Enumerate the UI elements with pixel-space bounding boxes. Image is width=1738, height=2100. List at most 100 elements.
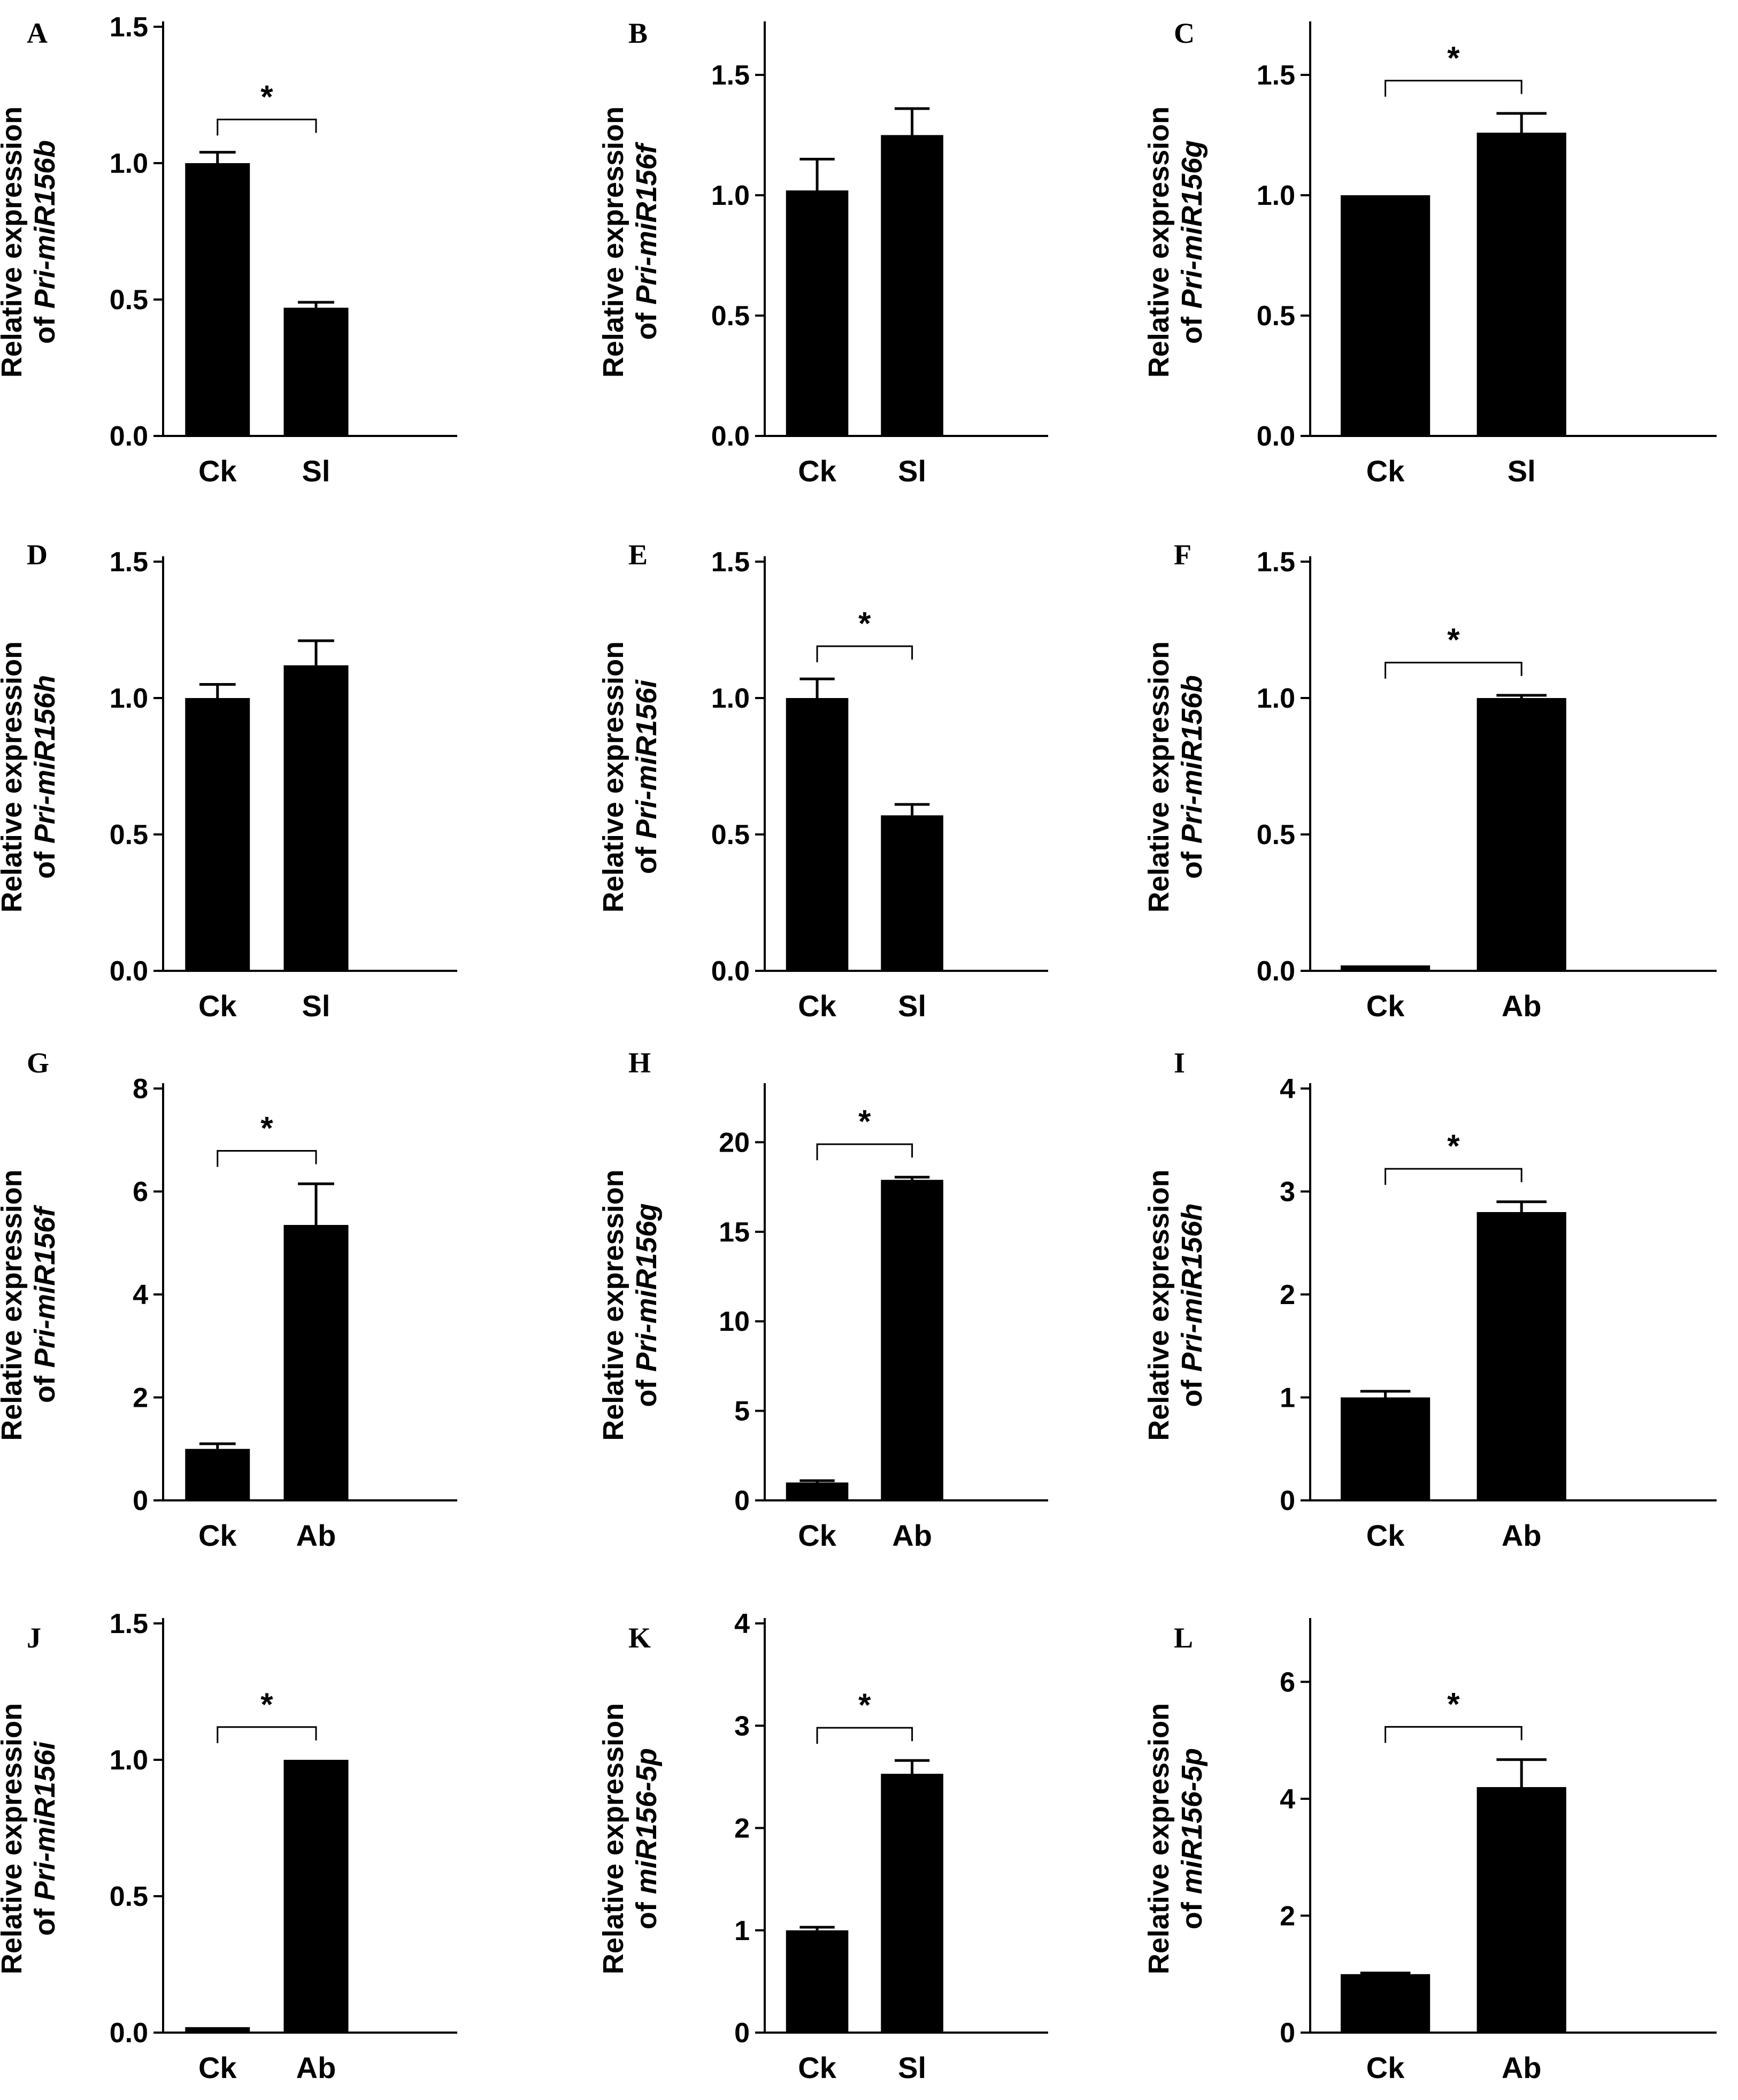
y-tick-label: 1.5 <box>1257 547 1295 578</box>
bar-ck <box>185 698 250 971</box>
y-tick-label: 0 <box>133 1485 148 1516</box>
y-axis-label: Relative expressionof Pri-miR156i <box>597 641 663 913</box>
y-tick-label: 0 <box>1280 1485 1295 1516</box>
x-category-label: Sl <box>302 454 330 488</box>
y-axis-label-line1: Relative expression <box>597 106 629 378</box>
y-axis-label-line2: of miR156-5p <box>630 1748 663 1929</box>
y-axis-label-gene: Pri-miR156h <box>29 675 61 844</box>
x-category-label: Ck <box>198 2051 237 2084</box>
bar-ck <box>185 2027 250 2033</box>
y-tick-label: 1.0 <box>110 148 148 179</box>
panel-letter: E <box>628 539 648 571</box>
y-axis-label-line1: Relative expression <box>1143 1703 1175 1974</box>
y-tick-label: 1.0 <box>711 683 750 714</box>
bar-ab <box>1476 1787 1566 2033</box>
y-tick-label: 0.5 <box>711 301 750 332</box>
y-axis-label-line2: of Pri-miR156h <box>1176 1203 1208 1407</box>
y-axis-label-line1: Relative expression <box>597 1169 629 1440</box>
x-category-label: Ck <box>198 1519 237 1552</box>
bar-sl <box>881 815 943 971</box>
y-tick-label: 0.0 <box>110 956 148 987</box>
x-category-label: Ab <box>296 1519 336 1552</box>
bar-ck <box>1341 1974 1431 2033</box>
x-category-label: Ck <box>198 454 237 488</box>
significance-bracket <box>816 1143 913 1161</box>
y-axis-label: Relative expressionof Pri-miR156g <box>597 1169 663 1440</box>
significance-star: * <box>260 79 273 114</box>
y-axis-label-prefix: of <box>1176 1372 1208 1407</box>
y-axis-label: Relative expressionof Pri-miR156b <box>0 106 61 378</box>
panel-letter: J <box>27 1622 41 1654</box>
significance-bracket <box>816 1727 913 1744</box>
y-tick-label: 0.5 <box>110 819 148 850</box>
y-axis-label-line1: Relative expression <box>1143 106 1175 378</box>
panel-letter: I <box>1174 1047 1185 1079</box>
chart-panel-a: A Relative expressionof Pri-miR156b 0.0 0.5… <box>0 12 457 488</box>
y-tick-label: 4 <box>1280 1074 1295 1105</box>
y-tick-label: 1.0 <box>711 180 750 211</box>
significance-star: * <box>260 1687 273 1722</box>
y-axis-label-prefix: of <box>29 844 61 879</box>
y-axis-label-prefix: of <box>630 839 663 874</box>
y-axis-label-line1: Relative expression <box>0 106 28 378</box>
panel-letter: B <box>628 17 648 49</box>
bar-sl <box>881 1774 943 2033</box>
chart-panel-b: B Relative expressionof Pri-miR156f 0.0 0.5… <box>597 17 1048 488</box>
x-category-label: Ck <box>1366 454 1405 488</box>
y-tick-label: 2 <box>734 1813 750 1844</box>
panel-letter: A <box>27 17 48 49</box>
chart-panel-e: E Relative expressionof Pri-miR156i 0.0 0.5… <box>597 539 1048 1023</box>
y-tick-label: 3 <box>734 1711 750 1742</box>
y-tick-label: 0.0 <box>110 421 148 452</box>
y-tick-label: 1.5 <box>711 547 750 578</box>
y-axis-label-line1: Relative expression <box>1143 1169 1175 1440</box>
x-category-label: Ck <box>198 989 237 1023</box>
y-axis-label-line1: Relative expression <box>0 1169 28 1440</box>
y-tick-label: 1.0 <box>110 683 148 714</box>
y-axis-label-gene: miR156-5p <box>630 1748 663 1894</box>
y-tick-label: 5 <box>734 1396 750 1427</box>
y-axis-label-line1: Relative expression <box>597 1703 629 1974</box>
y-tick-label: 2 <box>1280 1279 1295 1310</box>
significance-star: * <box>1447 622 1460 658</box>
y-axis-label-prefix: of <box>1176 1894 1208 1929</box>
x-category-label: Ab <box>296 2051 336 2084</box>
significance-bracket <box>1385 80 1522 97</box>
x-category-label: Ck <box>798 2051 836 2084</box>
significance-bracket <box>217 1149 317 1167</box>
significance-bracket <box>1385 1168 1522 1185</box>
significance-star: * <box>1447 1128 1460 1164</box>
y-tick-label: 1.5 <box>110 1608 148 1639</box>
y-axis-label-gene: miR156-5p <box>1176 1748 1208 1894</box>
y-tick-label: 0.0 <box>711 956 750 987</box>
chart-panel-i: I Relative expressionof Pri-miR156h 0 1 2 3 4 C… <box>1143 1047 1717 1552</box>
y-tick-label: 0 <box>1280 2018 1295 2049</box>
x-category-label: Ab <box>892 1519 932 1552</box>
y-axis-label: Relative expressionof Pri-miR156g <box>1143 106 1208 378</box>
y-axis-label: Relative expressionof Pri-miR156f <box>0 1169 61 1440</box>
significance-bracket <box>217 118 317 136</box>
y-axis-label: Relative expressionof Pri-miR156f <box>597 106 663 378</box>
significance-bracket <box>1385 662 1522 679</box>
bar-ab <box>283 1225 349 1500</box>
significance-star: * <box>858 1103 871 1139</box>
x-category-label: Ck <box>1366 1519 1405 1552</box>
y-tick-label: 1.5 <box>1257 60 1295 91</box>
y-tick-label: 0.5 <box>1257 301 1295 332</box>
y-axis-label-prefix: of <box>630 1894 663 1929</box>
x-category-label: Ck <box>1366 989 1405 1023</box>
y-axis-label-line1: Relative expression <box>597 641 629 913</box>
significance-bracket <box>1385 1726 1522 1743</box>
y-tick-label: 10 <box>719 1306 750 1337</box>
y-tick-label: 8 <box>133 1074 148 1105</box>
y-tick-label: 0.0 <box>1257 421 1295 452</box>
x-category-label: Ab <box>1502 1519 1542 1552</box>
y-tick-label: 4 <box>133 1279 148 1310</box>
significance-bracket <box>816 645 913 663</box>
y-axis-label-line1: Relative expression <box>1143 641 1175 913</box>
y-tick-label: 15 <box>719 1217 750 1248</box>
x-category-label: Sl <box>898 454 926 488</box>
significance-star: * <box>858 1687 871 1723</box>
y-tick-label: 1 <box>1280 1383 1295 1414</box>
